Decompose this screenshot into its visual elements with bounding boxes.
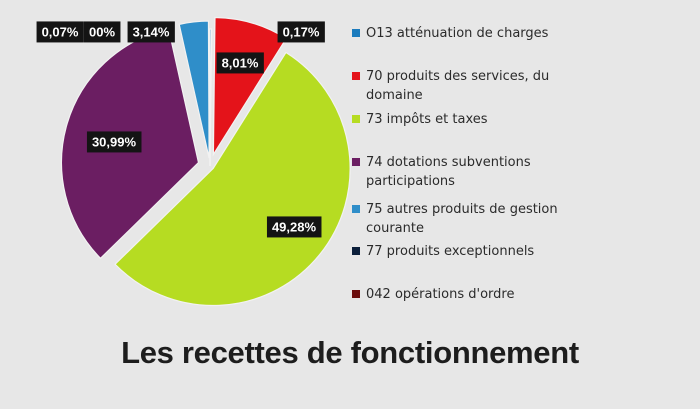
data-label-2: 49,28% xyxy=(266,216,322,238)
chart-title: Les recettes de fonctionnement xyxy=(121,335,579,370)
legend-label-0: O13 atténuation de charges xyxy=(366,26,549,41)
data-label-4: 3,14% xyxy=(127,21,175,43)
pie-slice-2 xyxy=(114,51,351,307)
data-label-box-4 xyxy=(127,21,175,43)
data-label-box-2 xyxy=(266,216,322,238)
data-label-3: 30,99% xyxy=(86,131,142,153)
data-label-text-0: 0,17% xyxy=(283,24,320,39)
data-label-1: 8,01% xyxy=(216,52,264,74)
legend-swatch-5 xyxy=(352,247,360,255)
data-label-6: 00% xyxy=(83,21,121,43)
data-label-text-5: 0,07% xyxy=(42,24,79,39)
data-label-text-2: 49,28% xyxy=(272,219,317,234)
data-label-text-6: 00% xyxy=(89,24,115,39)
legend-swatch-3 xyxy=(352,158,360,166)
data-label-box-3 xyxy=(86,131,142,153)
legend-item-5: 77 produits exceptionnels xyxy=(352,242,682,261)
data-label-box-5 xyxy=(36,21,84,43)
data-label-5: 0,07% xyxy=(36,21,84,43)
legend-item-6: 042 opérations d'ordre xyxy=(352,285,682,304)
legend-swatch-1 xyxy=(352,72,360,80)
data-label-box-1 xyxy=(216,52,264,74)
legend-item-3: 74 dotations subventions participations xyxy=(352,153,682,191)
data-label-box-0 xyxy=(277,21,325,43)
legend-item-2: 73 impôts et taxes xyxy=(352,110,682,129)
legend-label-2: 73 impôts et taxes xyxy=(366,112,488,127)
legend-swatch-6 xyxy=(352,290,360,298)
legend-swatch-2 xyxy=(352,115,360,123)
legend-label-3: 74 dotations subventions participations xyxy=(366,155,531,189)
data-label-0: 0,17% xyxy=(277,21,325,43)
legend-item-0: O13 atténuation de charges xyxy=(352,24,682,43)
legend-label-1: 70 produits des services, du domaine xyxy=(366,69,550,103)
legend-swatch-0 xyxy=(352,29,360,37)
legend-item-4: 75 autres produits de gestion courante xyxy=(352,200,682,238)
legend-item-1: 70 produits des services, du domaine xyxy=(352,67,682,105)
legend-label-4: 75 autres produits de gestion courante xyxy=(366,202,558,236)
legend-swatch-4 xyxy=(352,205,360,213)
pie-slice-4 xyxy=(178,20,210,159)
legend-label-6: 042 opérations d'ordre xyxy=(366,287,515,302)
data-label-box-6 xyxy=(83,21,121,43)
data-label-text-3: 30,99% xyxy=(92,134,137,149)
data-label-text-1: 8,01% xyxy=(222,55,259,70)
legend-label-5: 77 produits exceptionnels xyxy=(366,244,535,259)
data-label-text-4: 3,14% xyxy=(133,24,170,39)
